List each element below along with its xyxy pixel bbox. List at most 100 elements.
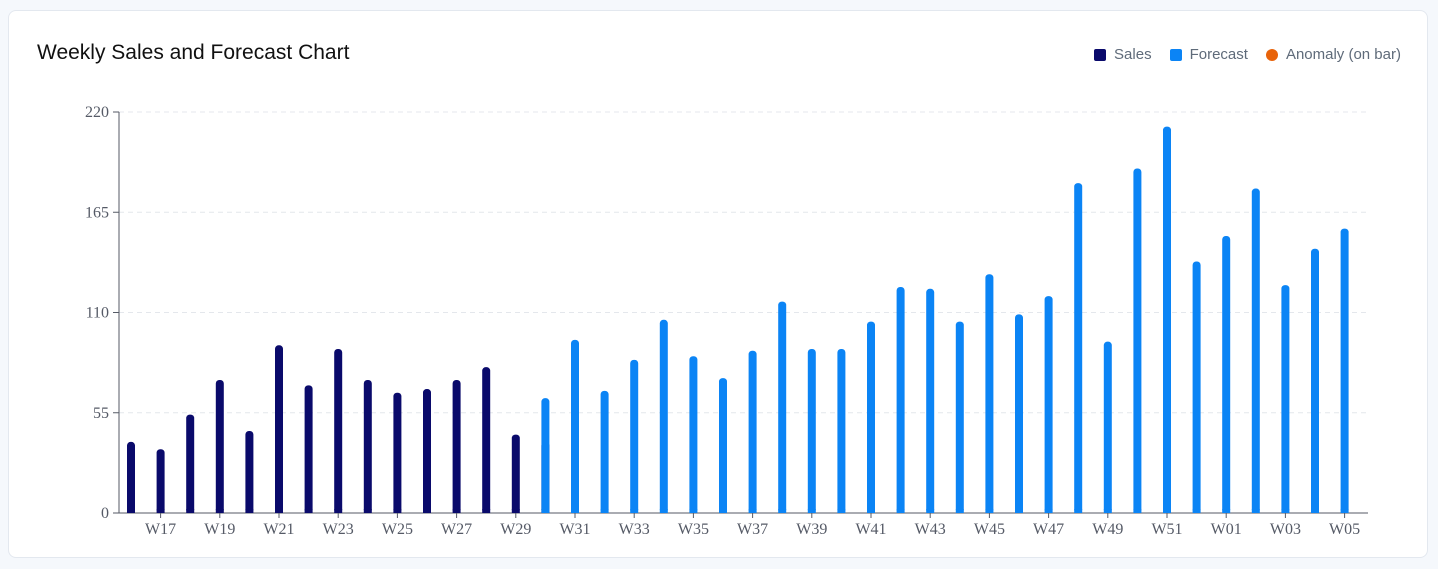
x-tick-label: W41 — [855, 521, 886, 538]
bar-forecast-w30 — [541, 398, 550, 513]
legend-item-sales[interactable]: Sales — [1094, 46, 1152, 63]
y-tick-label: 110 — [86, 305, 109, 322]
x-tick-label: W43 — [915, 521, 946, 538]
bar-forecast-w38-base — [778, 509, 787, 513]
x-tick-label: W31 — [559, 521, 590, 538]
bar-sales-w21 — [275, 345, 283, 513]
x-tick-label: W29 — [500, 521, 531, 538]
bar-forecast-w50 — [1133, 168, 1142, 513]
bar-forecast-w30-base — [541, 509, 550, 513]
legend-label-anomaly: Anomaly (on bar) — [1285, 46, 1401, 63]
chart-legend: Sales Forecast Anomaly (on bar) — [1094, 46, 1401, 63]
x-tick-label: W33 — [619, 521, 650, 538]
bar-forecast-w33-base — [630, 509, 639, 513]
bar-sales-w24 — [363, 379, 372, 513]
bar-sales-w28-base — [482, 509, 491, 513]
bar-forecast-w38 — [778, 301, 787, 513]
bar-forecast-w03-base — [1281, 509, 1290, 513]
bar-forecast-w37-base — [748, 509, 757, 513]
bar-forecast-w36 — [719, 378, 727, 513]
bar-forecast-w42 — [896, 286, 905, 513]
x-tick-label: W21 — [263, 521, 294, 538]
bar-forecast-w44 — [955, 321, 964, 513]
bar-forecast-w41 — [867, 321, 875, 513]
bar-forecast-w50-base — [1133, 509, 1142, 513]
bar-forecast-w45-base — [985, 509, 994, 513]
bar-forecast-w01 — [1222, 235, 1231, 514]
bar-sales-w23-base — [334, 509, 343, 513]
bar-forecast-w40-base — [837, 509, 846, 513]
bar-forecast-w43 — [926, 288, 935, 513]
bar-forecast-w01-base — [1222, 509, 1231, 513]
bar-sales-w22-base — [304, 509, 313, 513]
bar-forecast-w41-base — [867, 509, 875, 513]
legend-swatch-sales — [1094, 48, 1107, 61]
x-tick-label: W27 — [441, 521, 472, 538]
x-tick-label: W23 — [323, 521, 354, 538]
bar-sales-w18 — [186, 414, 195, 513]
bar-forecast-w31-base — [571, 509, 579, 513]
x-tick-label: W39 — [796, 521, 827, 538]
bar-forecast-w04 — [1311, 248, 1319, 514]
legend-item-anomaly[interactable]: Anomaly (on bar) — [1265, 46, 1401, 63]
bar-sales-w22 — [304, 385, 313, 513]
bar-forecast-w42-base — [896, 509, 905, 513]
legend-item-forecast[interactable]: Forecast — [1169, 46, 1248, 63]
bar-forecast-w46 — [1015, 314, 1023, 513]
bar-sales-w18-base — [186, 509, 195, 513]
bar-sales-w23 — [334, 348, 343, 513]
bar-forecast-w03 — [1281, 285, 1290, 513]
bar-sales-w25 — [393, 392, 402, 513]
legend-label-sales: Sales — [1114, 46, 1152, 63]
bar-forecast-w45 — [985, 274, 994, 513]
x-tick-label: W01 — [1211, 521, 1242, 538]
x-tick-label: W25 — [382, 521, 413, 538]
x-tick-label: W35 — [678, 521, 709, 538]
bar-sales-w27-base — [452, 509, 461, 513]
bar-forecast-w40 — [837, 348, 846, 513]
bar-forecast-w48 — [1074, 183, 1083, 513]
legend-swatch-anomaly — [1265, 48, 1278, 61]
bar-sales-w16-base — [127, 509, 135, 513]
bar-forecast-w39 — [807, 348, 816, 513]
bar-forecast-w37 — [748, 350, 757, 513]
bar-forecast-w46-base — [1015, 509, 1023, 513]
bar-sales-w16 — [127, 441, 135, 513]
bar-forecast-w02 — [1251, 188, 1260, 513]
bar-forecast-w39-base — [807, 509, 816, 513]
bar-forecast-w32 — [600, 390, 609, 513]
bar-forecast-w35-base — [689, 509, 698, 513]
bar-forecast-w35 — [689, 356, 698, 513]
bar-forecast-w34 — [659, 319, 668, 513]
bar-forecast-w32-base — [600, 509, 609, 513]
bar-sales-w26 — [423, 389, 431, 513]
bar-forecast-w33 — [630, 359, 639, 513]
bar-sales-w24-base — [363, 509, 372, 513]
bar-sales-w17 — [156, 449, 165, 513]
bar-forecast-w48-base — [1074, 509, 1083, 513]
bar-sales-w25-base — [393, 509, 402, 513]
bar-forecast-w43-base — [926, 509, 935, 513]
bar-forecast-w47 — [1044, 296, 1053, 513]
bar-forecast-w52-base — [1192, 509, 1201, 513]
bar-forecast-w51-base — [1163, 509, 1171, 513]
x-tick-label: W19 — [204, 521, 235, 538]
bar-sales-w29 — [511, 434, 520, 513]
bar-sales-w26-base — [423, 509, 431, 513]
bar-sales-w27 — [452, 379, 461, 513]
y-tick-label: 165 — [85, 204, 109, 221]
chart-title: Weekly Sales and Forecast Chart — [37, 41, 350, 64]
x-tick-label: W17 — [145, 521, 176, 538]
bar-sales-w20 — [245, 430, 254, 513]
bar-forecast-w05-base — [1340, 509, 1349, 513]
x-tick-label: W47 — [1033, 521, 1064, 538]
y-tick-label: 55 — [93, 405, 109, 422]
bar-forecast-w51 — [1163, 126, 1171, 513]
bar-sales-w19-base — [215, 509, 224, 513]
bar-forecast-w05 — [1340, 228, 1349, 513]
bar-forecast-w49 — [1103, 341, 1112, 513]
bar-forecast-w04-base — [1311, 509, 1319, 513]
x-tick-label: W03 — [1270, 521, 1301, 538]
bar-forecast-w36-base — [719, 509, 727, 513]
x-tick-label: W37 — [737, 521, 768, 538]
